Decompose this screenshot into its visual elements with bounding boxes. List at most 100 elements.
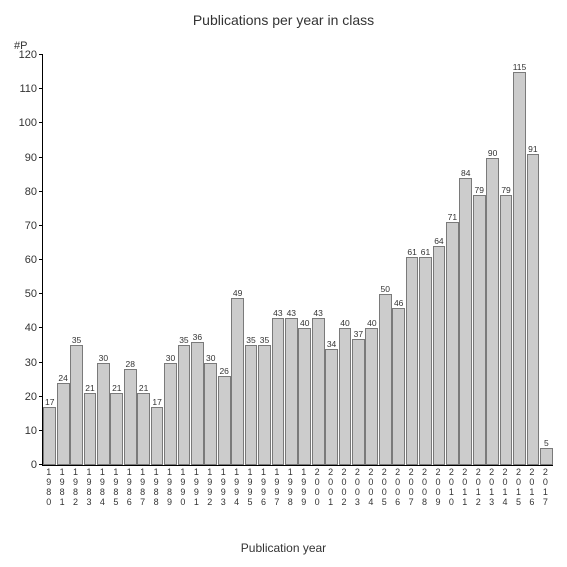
bar-slot: 46 (392, 55, 405, 465)
bar-slot: 30 (97, 55, 110, 465)
x-tick-label: 2002 (337, 468, 350, 508)
bar-value-label: 79 (474, 185, 483, 195)
bar-slot: 40 (338, 55, 351, 465)
bar-slot: 36 (191, 55, 204, 465)
y-tick-label: 10 (13, 425, 43, 437)
bar-slot: 21 (137, 55, 150, 465)
bar-value-label: 17 (152, 397, 161, 407)
bar-value-label: 91 (528, 144, 537, 154)
bar: 64 (433, 246, 446, 465)
x-tick-label: 2014 (498, 468, 511, 508)
bar-slot: 35 (258, 55, 271, 465)
bar: 84 (459, 178, 472, 465)
bar: 21 (110, 393, 123, 465)
bar-slot: 34 (325, 55, 338, 465)
bar-value-label: 40 (300, 318, 309, 328)
y-tick-mark (39, 88, 43, 89)
bar-slot: 61 (405, 55, 418, 465)
bar: 17 (43, 407, 56, 465)
x-tick-label: 1988 (149, 468, 162, 508)
bar: 35 (245, 345, 258, 465)
bar-slot: 79 (473, 55, 486, 465)
bar-value-label: 5 (544, 438, 549, 448)
bar-value-label: 21 (139, 383, 148, 393)
x-labels-group: 1980198119821983198419851986198719881989… (42, 468, 552, 508)
bar: 46 (392, 308, 405, 465)
x-tick-label: 1985 (109, 468, 122, 508)
x-tick-label: 2012 (472, 468, 485, 508)
bar: 21 (137, 393, 150, 465)
plot-area: 1724352130212821173035363026493535434340… (42, 55, 553, 466)
bar: 5 (540, 448, 553, 465)
bar: 37 (352, 339, 365, 465)
bar-value-label: 40 (367, 318, 376, 328)
x-tick-label: 1989 (163, 468, 176, 508)
bar-value-label: 35 (246, 335, 255, 345)
y-tick-mark (39, 396, 43, 397)
bar-value-label: 64 (434, 236, 443, 246)
x-tick-label: 2000 (310, 468, 323, 508)
y-tick-mark (39, 157, 43, 158)
x-tick-label: 2008 (418, 468, 431, 508)
x-tick-label: 2013 (485, 468, 498, 508)
x-tick-label: 2015 (512, 468, 525, 508)
bar-value-label: 37 (354, 329, 363, 339)
bar: 115 (513, 72, 526, 465)
x-tick-label: 1982 (69, 468, 82, 508)
bar-value-label: 35 (72, 335, 81, 345)
x-tick-label: 2010 (445, 468, 458, 508)
y-tick-label: 60 (13, 254, 43, 266)
bars-group: 1724352130212821173035363026493535434340… (43, 55, 553, 465)
x-tick-label: 1998 (284, 468, 297, 508)
bar-value-label: 61 (407, 247, 416, 257)
bar-value-label: 79 (501, 185, 510, 195)
x-tick-label: 1990 (176, 468, 189, 508)
bar-value-label: 71 (448, 212, 457, 222)
bar: 49 (231, 298, 244, 465)
bar: 35 (70, 345, 83, 465)
bar-value-label: 46 (394, 298, 403, 308)
x-tick-label: 2009 (431, 468, 444, 508)
bar-value-label: 21 (112, 383, 121, 393)
bar-slot: 43 (285, 55, 298, 465)
bar-slot: 21 (83, 55, 96, 465)
bar: 35 (258, 345, 271, 465)
bar-slot: 30 (204, 55, 217, 465)
bar-value-label: 49 (233, 288, 242, 298)
bar: 61 (406, 257, 419, 465)
x-tick-label: 2005 (378, 468, 391, 508)
x-tick-label: 1999 (297, 468, 310, 508)
bar-value-label: 50 (381, 284, 390, 294)
y-tick-mark (39, 191, 43, 192)
bar-slot: 50 (379, 55, 392, 465)
x-tick-label: 2011 (458, 468, 471, 508)
bar-value-label: 35 (179, 335, 188, 345)
y-tick-label: 40 (13, 322, 43, 334)
bar: 50 (379, 294, 392, 465)
bar-value-label: 43 (313, 308, 322, 318)
x-tick-label: 1995 (243, 468, 256, 508)
bar: 43 (272, 318, 285, 465)
bar-value-label: 30 (206, 353, 215, 363)
x-tick-label: 1994 (230, 468, 243, 508)
bar-slot: 28 (124, 55, 137, 465)
bar-slot: 64 (432, 55, 445, 465)
y-tick-mark (39, 362, 43, 363)
x-tick-label: 2007 (404, 468, 417, 508)
bar: 71 (446, 222, 459, 465)
bar-slot: 71 (446, 55, 459, 465)
bar: 30 (204, 363, 217, 466)
y-tick-mark (39, 122, 43, 123)
bar: 17 (151, 407, 164, 465)
x-tick-label: 1987 (136, 468, 149, 508)
x-tick-label: 1986 (123, 468, 136, 508)
bar: 43 (285, 318, 298, 465)
y-tick-label: 50 (13, 288, 43, 300)
bar-slot: 43 (311, 55, 324, 465)
y-tick-label: 100 (13, 117, 43, 129)
x-tick-label: 2001 (324, 468, 337, 508)
bar: 21 (84, 393, 97, 465)
bar-slot: 21 (110, 55, 123, 465)
y-tick-label: 110 (13, 83, 43, 95)
bar-slot: 84 (459, 55, 472, 465)
